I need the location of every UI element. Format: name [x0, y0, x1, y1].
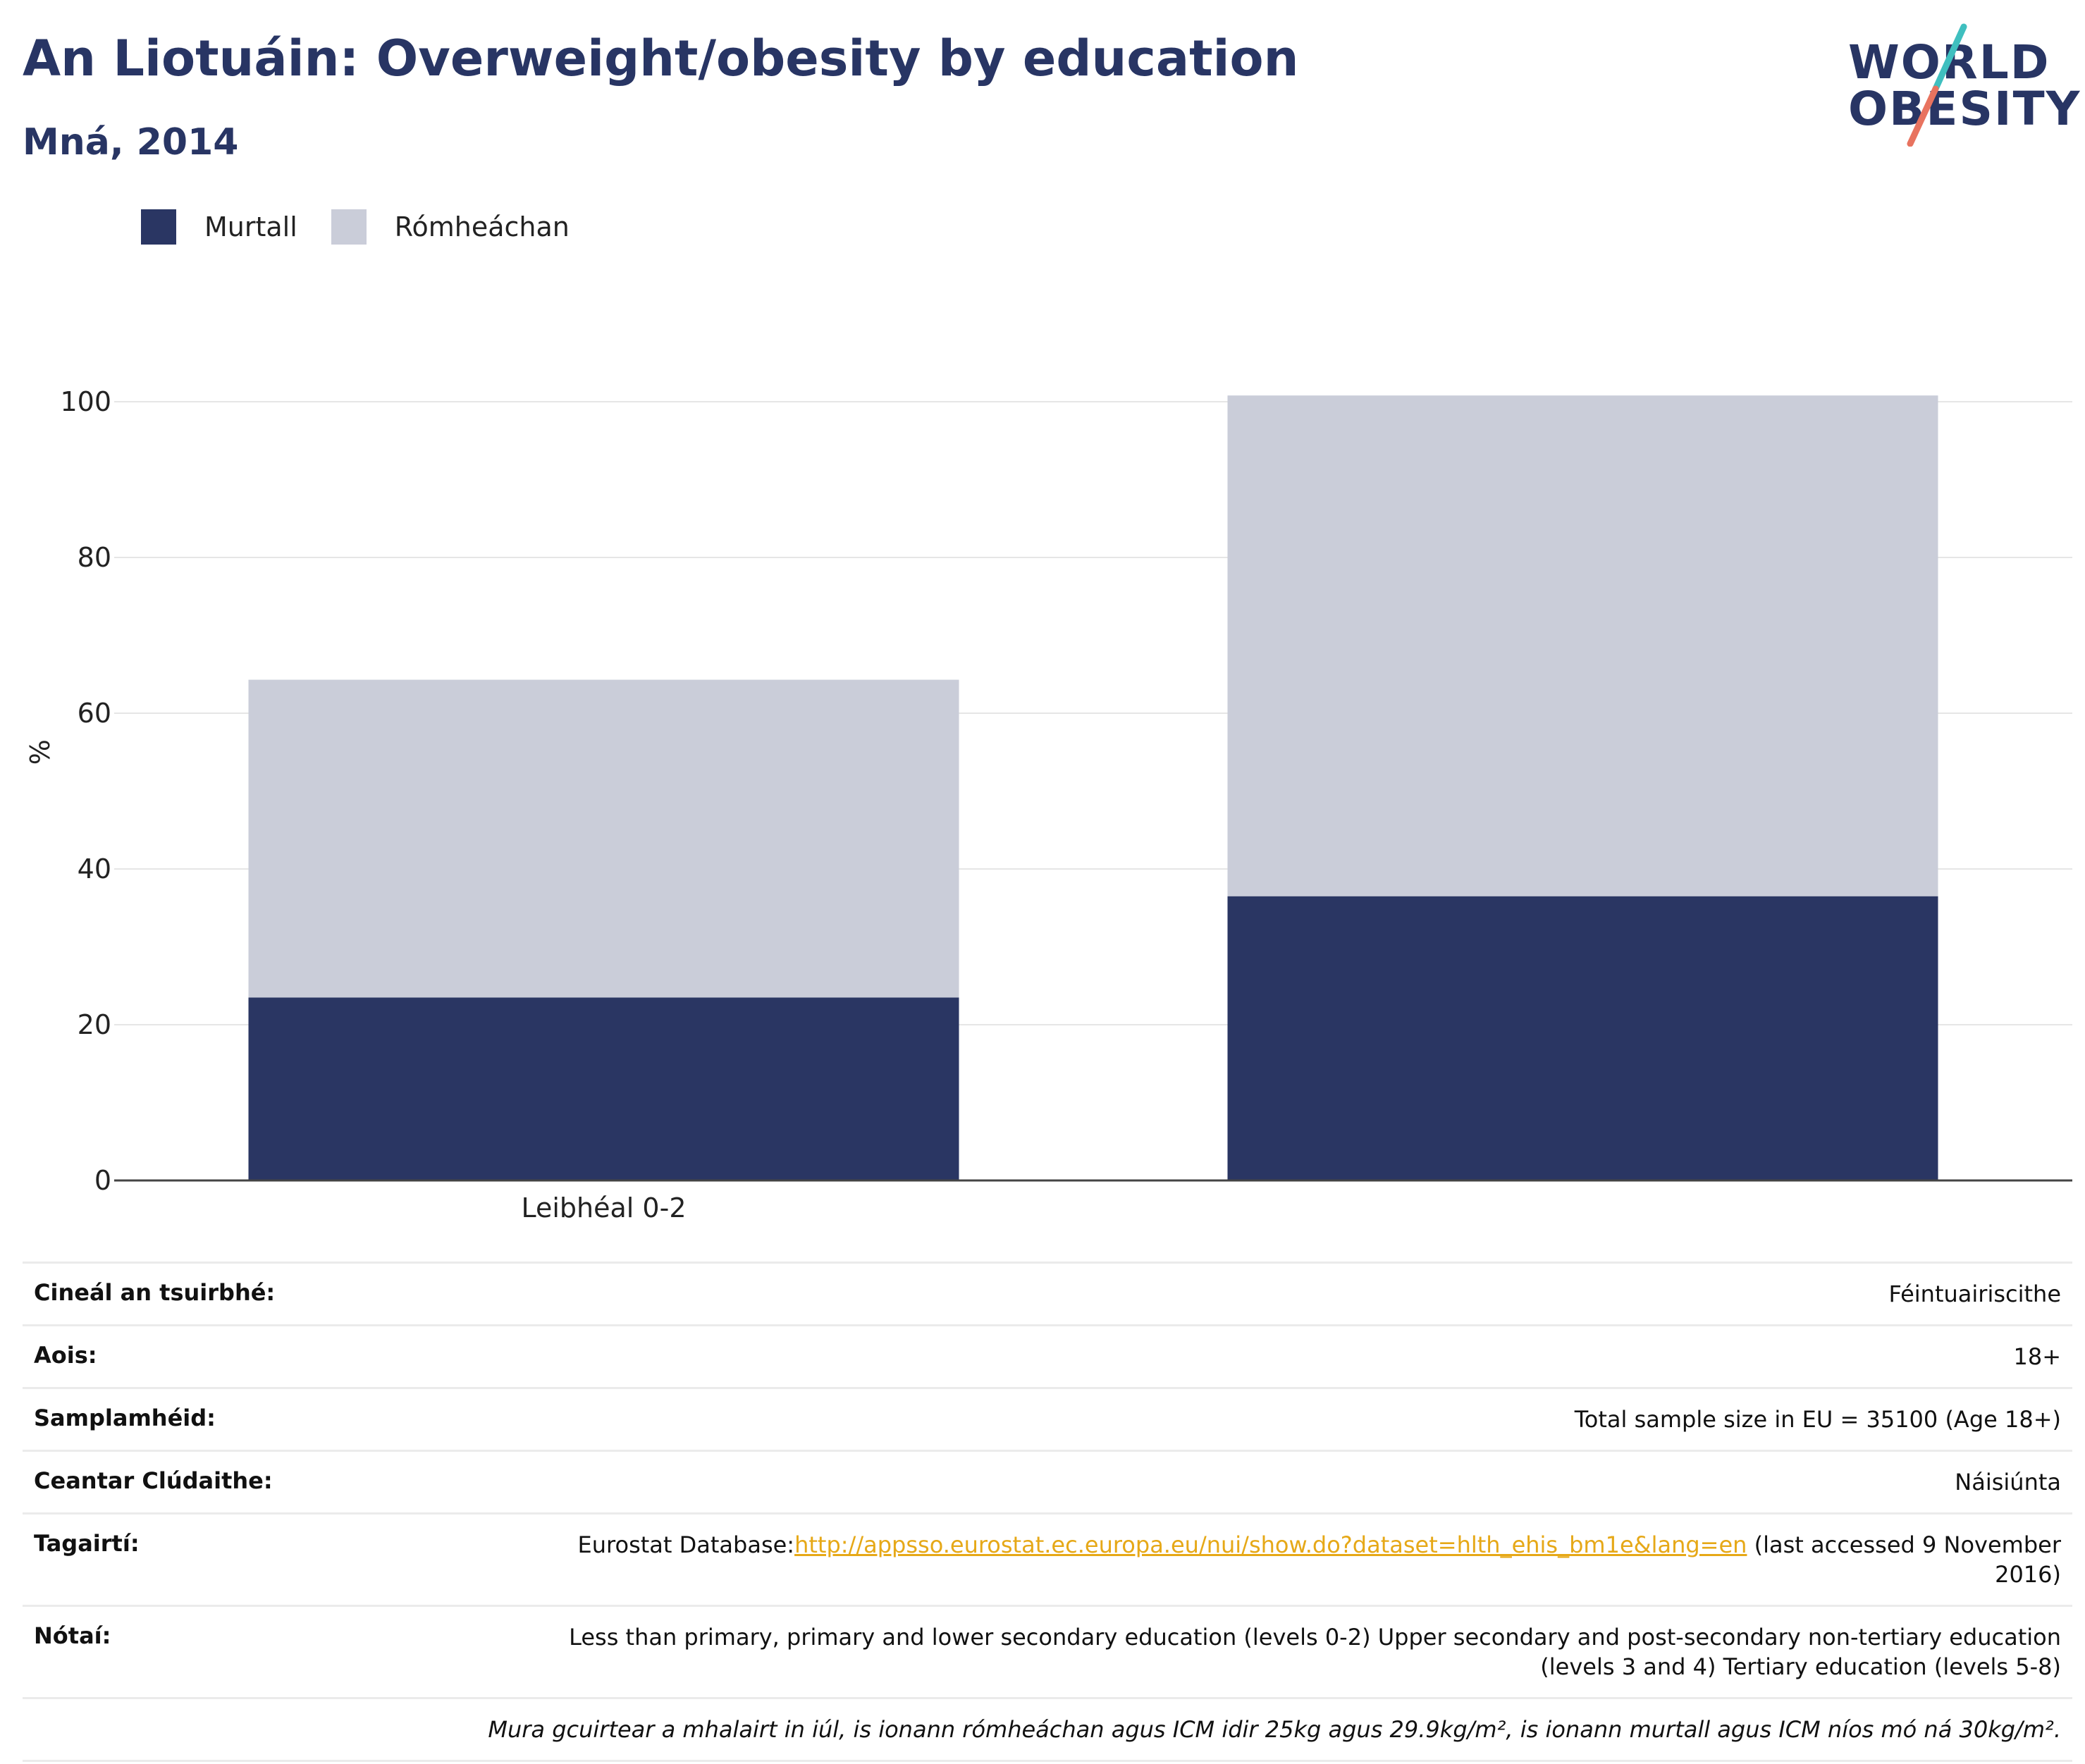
info-label: Nótaí:: [34, 1622, 111, 1649]
y-tick-label-40: 40: [78, 853, 111, 884]
y-tick-label-20: 20: [78, 1009, 111, 1040]
legend-label-romheachan: Rómheáchan: [394, 211, 570, 242]
legend-item-romheachan[interactable]: Rómheáchan: [331, 209, 570, 245]
info-row-sample-size: Samplamhéid: Total sample size in EU = 3…: [23, 1387, 2072, 1450]
logo-slash-top: [1932, 23, 1967, 92]
info-value-references: Eurostat Database:http://appsso.eurostat…: [546, 1530, 2061, 1589]
info-row-references: Tagairtí: Eurostat Database:http://appss…: [23, 1512, 2072, 1605]
chart-title: An Liotuáin: Overweight/obesity by educa…: [23, 30, 1299, 87]
info-label: Aois:: [34, 1342, 97, 1369]
legend-item-murtall[interactable]: Murtall: [141, 209, 297, 245]
logo-slash-bottom: [1907, 85, 1939, 147]
bar-rómheáchan-1: [1227, 395, 1938, 896]
bar-murtall-1: [1227, 896, 1938, 1180]
legend-swatch-romheachan: [331, 209, 367, 245]
info-value: 18+: [2013, 1343, 2061, 1370]
info-row-footnote: Mura gcuirtear a mhalairt in iúl, is ion…: [23, 1697, 2072, 1762]
y-tick-label-0: 0: [94, 1165, 111, 1196]
x-tick-label-0: Leibhéal 0-2: [521, 1192, 686, 1223]
y-tick-label-80: 80: [78, 542, 111, 573]
info-row-age: Aois: 18+: [23, 1324, 2072, 1387]
chart-legend: Murtall Rómheáchan: [141, 209, 603, 245]
info-table: Cineál an tsuirbhé: Féintuairiscithe Aoi…: [23, 1262, 2072, 1762]
axes: 0 20 40 60 80 100 Leibhéal 0-2%: [25, 386, 2072, 1223]
y-tick-label-60: 60: [78, 698, 111, 729]
info-row-notes: Nótaí: Less than primary, primary and lo…: [23, 1605, 2072, 1697]
footnote-text: Mura gcuirtear a mhalairt in iúl, is ion…: [488, 1716, 2061, 1743]
info-label: Cineál an tsuirbhé:: [34, 1279, 276, 1306]
info-value: Total sample size in EU = 35100 (Age 18+…: [1574, 1406, 2061, 1433]
info-row-area-covered: Ceantar Clúdaithe: Náisiúnta: [23, 1450, 2072, 1512]
legend-label-murtall: Murtall: [204, 211, 297, 242]
y-tick-label-100: 100: [60, 386, 111, 417]
y-axis-label: %: [25, 739, 56, 765]
info-value: Náisiúnta: [1955, 1469, 2061, 1495]
reference-suffix: (last accessed 9 November 2016): [1747, 1531, 2061, 1588]
info-value: Féintuairiscithe: [1888, 1281, 2061, 1307]
bars: [248, 395, 1938, 1180]
reference-prefix: Eurostat Database:: [577, 1531, 795, 1558]
bar-murtall-0: [248, 997, 959, 1180]
info-label: Tagairtí:: [34, 1530, 140, 1557]
logo-slash-icon: [1907, 23, 1967, 147]
info-label: Samplamhéid:: [34, 1405, 216, 1431]
info-value: Less than primary, primary and lower sec…: [569, 1624, 2061, 1680]
eurostat-link[interactable]: http://appsso.eurostat.ec.europa.eu/nui/…: [794, 1531, 1747, 1558]
info-row-survey-type: Cineál an tsuirbhé: Féintuairiscithe: [23, 1262, 2072, 1324]
legend-swatch-murtall: [141, 209, 176, 245]
bar-rómheáchan-0: [248, 679, 959, 998]
chart-subtitle: Mná, 2014: [23, 121, 239, 164]
world-obesity-logo[interactable]: WORLD OBESITY: [1833, 20, 2079, 147]
stacked-bar-chart: 0 20 40 60 80 100 Leibhéal 0-2%: [25, 386, 2072, 1223]
logo-text-obesity: OBESITY: [1848, 82, 2081, 136]
info-label: Ceantar Clúdaithe:: [34, 1467, 273, 1494]
